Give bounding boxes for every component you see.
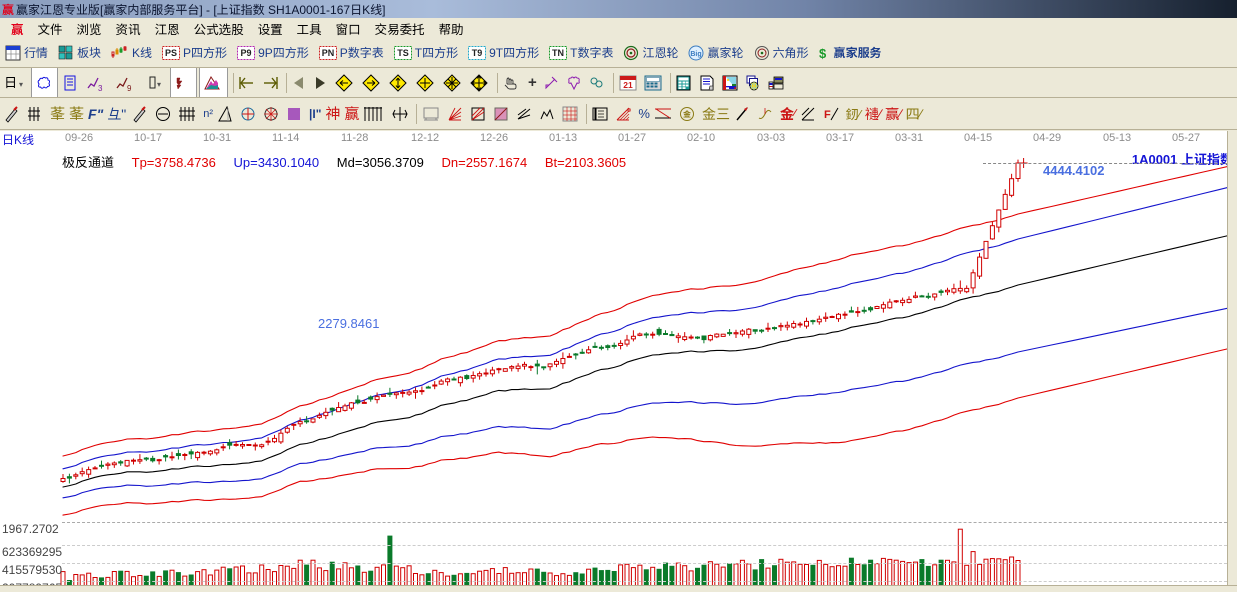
svg-text:21: 21 xyxy=(623,80,633,90)
svg-text:9: 9 xyxy=(127,84,132,92)
svg-text:F: F xyxy=(824,109,831,121)
svg-text:Big: Big xyxy=(691,51,702,58)
svg-text:TS: TS xyxy=(397,48,409,58)
svg-text:T9: T9 xyxy=(472,48,483,58)
svg-text:TN: TN xyxy=(552,48,564,58)
svg-text:▾: ▾ xyxy=(19,80,23,89)
svg-text:▾: ▾ xyxy=(157,80,161,89)
svg-text:$: $ xyxy=(819,46,827,61)
svg-text:金: 金 xyxy=(682,110,691,119)
svg-text:3: 3 xyxy=(98,84,103,92)
svg-text:日: 日 xyxy=(4,75,17,90)
svg-text:P9: P9 xyxy=(241,48,252,58)
svg-text:PS: PS xyxy=(165,48,177,58)
svg-text:PN: PN xyxy=(321,48,334,58)
